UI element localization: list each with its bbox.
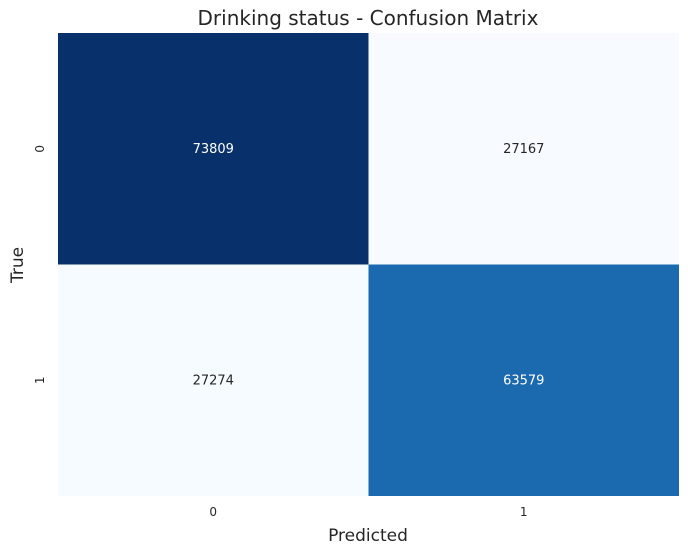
- x-axis-label: Predicted: [328, 526, 408, 546]
- heatmap-cell-0-0: [58, 33, 369, 265]
- cell-value-label-1-1: 63579: [503, 373, 544, 388]
- heatmap-cell-0-1: [368, 33, 679, 265]
- cell-value-label-1-0: 27274: [193, 373, 234, 388]
- heatmap-cell-labels: 73809 27167 27274 63579: [193, 142, 545, 389]
- heatmap-cell-1-0: [58, 264, 369, 496]
- cell-value-label-0-1: 27167: [503, 142, 544, 157]
- cell-value-label-0-0: 73809: [193, 142, 234, 157]
- y-tick-label-0: 0: [33, 145, 47, 153]
- y-tick-labels: 01: [33, 145, 47, 384]
- y-axis-label: True: [8, 247, 28, 284]
- x-tick-label-1: 1: [520, 505, 528, 519]
- heatmap-cell-1-1: [368, 264, 679, 496]
- chart-title: Drinking status - Confusion Matrix: [198, 6, 539, 30]
- y-tick-label-1: 1: [33, 376, 47, 384]
- heatmap-cells: [58, 33, 679, 496]
- x-tick-label-0: 0: [209, 505, 217, 519]
